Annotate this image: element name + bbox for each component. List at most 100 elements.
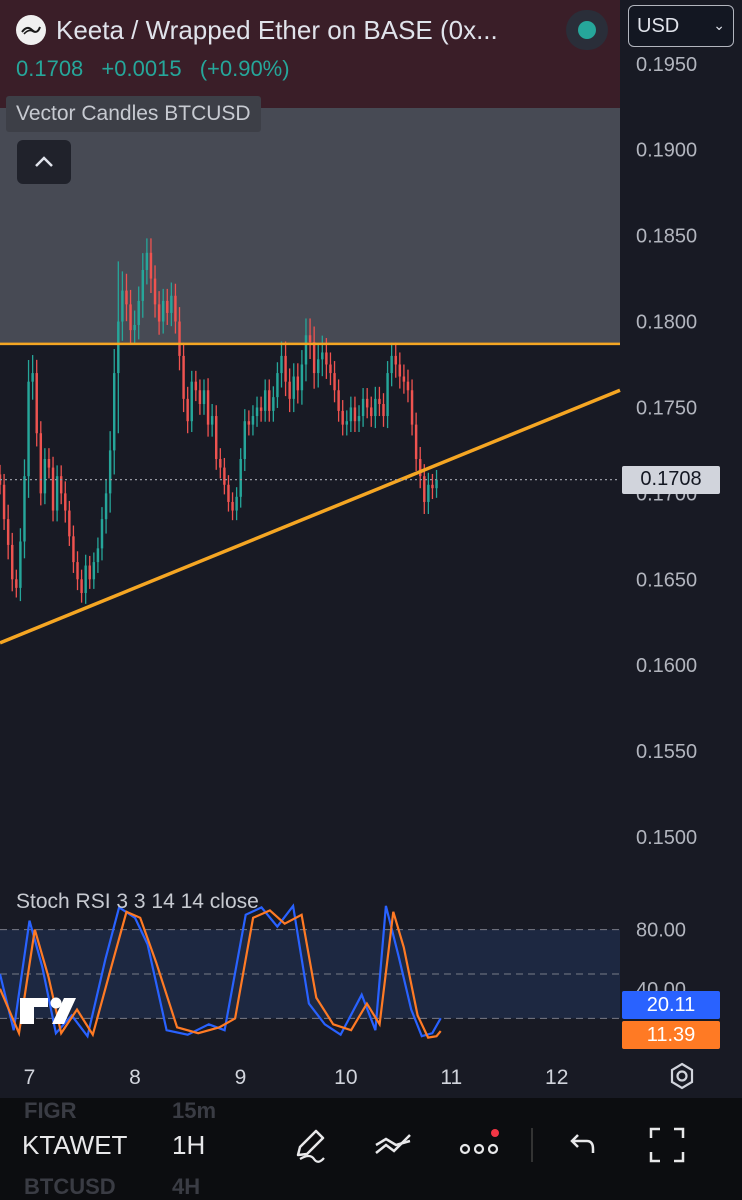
candle-body <box>410 390 414 425</box>
candle <box>251 405 255 436</box>
undo-icon[interactable] <box>558 1122 604 1168</box>
title-row[interactable]: Keeta / Wrapped Ether on BASE (0x... <box>16 10 498 50</box>
chart-canvas[interactable]: 0.19500.19000.18500.18000.17500.17000.16… <box>0 0 742 1098</box>
candle <box>121 271 124 341</box>
candle <box>100 507 104 561</box>
candle <box>398 352 402 389</box>
interval-selector[interactable]: 1H <box>172 1130 206 1160</box>
candle-body <box>129 304 132 331</box>
candle-body <box>361 398 365 417</box>
indicators-icon[interactable] <box>371 1122 417 1168</box>
candle-body <box>190 381 193 422</box>
chevron-down-icon: ⌄ <box>713 17 725 33</box>
candle-body <box>284 355 287 382</box>
candle <box>243 409 247 472</box>
fullscreen-icon[interactable] <box>644 1122 690 1168</box>
candle-body <box>145 252 149 270</box>
pencil-draw-icon[interactable] <box>287 1122 333 1168</box>
candle-body <box>198 390 202 405</box>
candle-body <box>390 355 393 374</box>
candle <box>329 352 332 386</box>
candle <box>96 537 100 573</box>
candle <box>133 310 136 345</box>
candle-body <box>345 421 349 425</box>
collapse-legend-button[interactable] <box>17 140 71 184</box>
candle <box>76 551 79 591</box>
y-axis-tick-label: 0.1550 <box>636 741 697 763</box>
settings-gear-icon[interactable] <box>670 1062 694 1090</box>
candle-body <box>137 300 140 325</box>
stoch-rsi-legend[interactable]: Stoch RSI 3 3 14 14 close <box>16 890 259 913</box>
candle-body <box>341 410 344 425</box>
x-axis-tick-label: 9 <box>235 1066 247 1089</box>
candle-body <box>125 290 128 305</box>
indicator-legend[interactable]: Vector Candles BTCUSD <box>6 96 261 132</box>
candle <box>390 342 393 387</box>
ghost-interval-above: 15m <box>172 1098 217 1123</box>
currency-select[interactable]: USD ⌄ <box>628 5 734 47</box>
candle-body <box>357 416 361 422</box>
candle-body <box>321 352 324 360</box>
candle <box>2 473 6 530</box>
market-status-button[interactable] <box>566 10 608 50</box>
candle <box>166 288 169 325</box>
candle <box>235 487 238 521</box>
candle-body <box>35 373 38 434</box>
candle-body <box>427 484 430 502</box>
current-price-tag: 0.1708 <box>622 465 720 494</box>
candle <box>304 318 308 382</box>
candle <box>137 286 140 340</box>
candle <box>431 473 434 500</box>
candle <box>198 379 202 415</box>
candle-body <box>308 335 312 343</box>
candle <box>178 307 181 371</box>
x-axis-tick-label: 11 <box>440 1066 462 1089</box>
candle <box>316 344 320 388</box>
candle <box>414 412 418 472</box>
candle-body <box>333 373 336 391</box>
toolbar-divider <box>531 1128 533 1162</box>
candle-body <box>304 335 308 365</box>
candle <box>202 379 206 415</box>
candle-body <box>423 476 426 502</box>
candle <box>92 552 96 589</box>
candle <box>170 282 173 327</box>
candle-body <box>259 407 263 411</box>
candle-body <box>292 376 295 399</box>
bottom-toolbar <box>0 1098 742 1200</box>
symbol-selector[interactable]: KTAWET <box>22 1130 128 1160</box>
trendline <box>0 388 621 645</box>
candle-body <box>166 300 169 313</box>
candle-body <box>43 459 47 494</box>
candle-body <box>182 355 185 399</box>
x-axis-tick-label: 7 <box>24 1066 36 1089</box>
candle-body <box>215 416 218 459</box>
ghost-symbol-below: BTCUSD <box>24 1174 116 1199</box>
y-axis-tick-label: 0.1800 <box>636 312 697 334</box>
candle <box>157 291 161 335</box>
candle-body <box>382 404 385 417</box>
stoch-y-tick-label: 80.00 <box>636 920 686 942</box>
candle-body <box>280 355 283 374</box>
candle <box>272 386 275 422</box>
candle <box>210 404 214 437</box>
candle <box>259 396 263 422</box>
candle <box>223 457 226 495</box>
candle-body <box>398 364 402 377</box>
candle <box>64 481 67 523</box>
candle <box>292 363 295 413</box>
candle-body <box>31 373 34 382</box>
candle <box>345 410 349 436</box>
symbol-title[interactable]: Keeta / Wrapped Ether on BASE (0x... <box>56 14 498 45</box>
candle <box>227 475 230 512</box>
candle-body <box>288 381 291 399</box>
candle <box>312 326 316 389</box>
more-options-icon[interactable] <box>457 1122 503 1168</box>
candle <box>308 318 312 359</box>
candle-body <box>268 390 271 411</box>
candle-body <box>414 424 418 459</box>
price-row: 0.1708 +0.0015 (+0.90%) <box>16 56 302 82</box>
candle-body <box>47 459 51 468</box>
candle-body <box>59 476 63 494</box>
candle-body <box>96 548 100 563</box>
